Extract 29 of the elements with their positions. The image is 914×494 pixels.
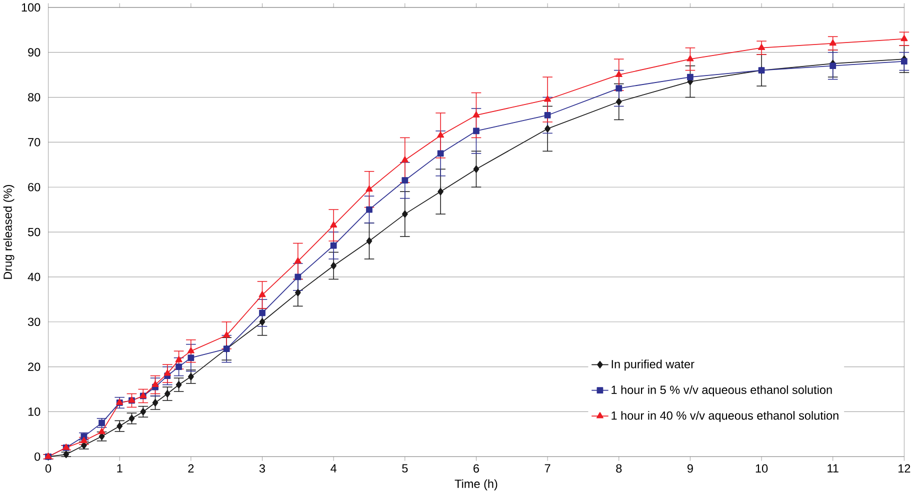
x-tick-label: 1 <box>117 464 122 473</box>
y-tick-label: 10 <box>28 408 40 416</box>
y-tick-label: 90 <box>28 48 40 57</box>
x-tick-label: 4 <box>330 464 337 473</box>
y-tick-label: 20 <box>28 362 40 372</box>
y-tick-label: 80 <box>28 93 40 102</box>
y-tick-label: 70 <box>28 138 40 147</box>
legend-label: 1 hour in 40 % v/v aqueous ethanol solution <box>612 411 838 422</box>
legend-label: 1 hour in 5 % v/v aqueous ethanol solution <box>612 386 832 397</box>
x-tick-label: 11 <box>828 464 838 473</box>
x-tick-label: 7 <box>544 464 550 473</box>
x-tick-label: 8 <box>616 464 622 473</box>
x-tick-label: 6 <box>474 464 479 473</box>
x-tick-label: 5 <box>402 464 408 473</box>
y-tick-label: 50 <box>28 228 40 236</box>
y-axis-title: Drug released (%) <box>3 185 14 280</box>
x-tick-label: 3 <box>259 464 266 473</box>
x-tick-label: 12 <box>898 464 910 473</box>
x-axis-title: Time (h) <box>454 480 498 491</box>
x-tick-label: 9 <box>687 464 693 473</box>
x-tick-label: 2 <box>188 464 194 473</box>
y-tick-label: 60 <box>28 183 40 192</box>
y-tick-label: 100 <box>22 3 40 12</box>
y-tick-label: 30 <box>28 318 40 326</box>
x-tick-label: 10 <box>756 464 768 473</box>
y-tick-label: 40 <box>28 272 40 282</box>
y-tick-label: 0 <box>34 452 40 461</box>
legend-label: In purified water <box>612 360 694 371</box>
x-tick-label: 0 <box>45 464 52 473</box>
